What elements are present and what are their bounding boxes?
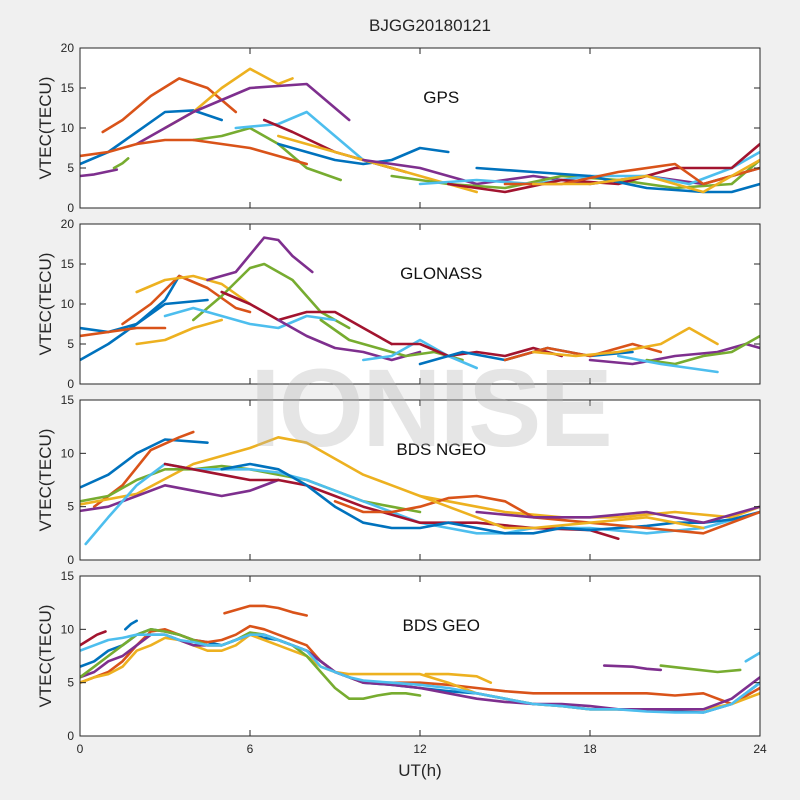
y-axis-label: VTEC(TECU) — [36, 605, 55, 708]
series-line — [80, 633, 760, 714]
y-axis-label: VTEC(TECU) — [36, 429, 55, 532]
series-line — [390, 342, 563, 358]
y-tick-label: 10 — [61, 446, 75, 460]
series-line — [333, 494, 760, 535]
series-line — [80, 436, 760, 519]
x-tick-label: 24 — [753, 742, 767, 756]
panel-label: BDS NGEO — [396, 440, 486, 459]
series-line — [80, 326, 167, 338]
panel-label: GPS — [423, 88, 459, 107]
series-line — [135, 82, 351, 146]
series-line — [124, 619, 138, 631]
y-tick-label: 15 — [61, 569, 75, 583]
plot-area — [80, 400, 760, 560]
series-line — [475, 505, 760, 524]
series-line — [80, 438, 209, 489]
y-tick-label: 10 — [61, 121, 75, 135]
panel-2: 0 5 10 15 20 VTEC(TECU) GLONASS — [36, 217, 761, 391]
series-line — [447, 142, 760, 194]
panel-3: 0 5 10 15 VTEC(TECU) BDS NGEO — [36, 393, 761, 567]
y-tick-label: 20 — [61, 217, 75, 231]
series-line — [418, 494, 705, 530]
x-tick-label: 12 — [413, 742, 427, 756]
series-line — [602, 664, 663, 672]
y-tick-label: 0 — [67, 377, 74, 391]
y-tick-label: 5 — [67, 676, 74, 690]
series-line — [744, 651, 760, 663]
series-line — [475, 166, 760, 194]
plot-area — [80, 224, 760, 384]
series-line — [659, 664, 742, 674]
series-line — [80, 138, 308, 166]
panels: 0 5 10 15 20 VTEC(TECU) GPS 0 5 10 15 20 VTEC(TECU) G… — [36, 41, 767, 780]
series-line — [80, 478, 280, 513]
y-tick-label: 10 — [61, 622, 75, 636]
series-line — [135, 318, 223, 346]
series-line — [532, 158, 760, 194]
series-line — [163, 306, 337, 330]
series-line — [206, 236, 314, 282]
y-tick-label: 15 — [61, 393, 75, 407]
series-line — [112, 157, 130, 170]
series-line — [80, 168, 119, 178]
series-line — [223, 604, 308, 617]
series-group — [80, 67, 760, 194]
series-line — [101, 77, 238, 134]
series-group — [80, 430, 760, 546]
series-line — [80, 630, 107, 647]
y-tick-label: 5 — [67, 337, 74, 351]
y-tick-label: 15 — [61, 257, 75, 271]
figure-title: BJGG20180121 — [369, 16, 491, 35]
panel-label: GLONASS — [400, 264, 482, 283]
y-tick-label: 10 — [61, 297, 75, 311]
series-line — [121, 274, 252, 326]
panel-4: 0 5 10 15 0 6 12 18 24 UT(h) VTEC(TECU) BDS GEO — [36, 569, 767, 780]
series-line — [418, 150, 760, 186]
series-line — [588, 342, 760, 366]
y-tick-label: 0 — [67, 201, 74, 215]
series-line — [80, 298, 209, 362]
series-line — [277, 142, 450, 166]
series-line — [135, 274, 252, 306]
series-line — [277, 318, 422, 362]
y-tick-label: 20 — [61, 41, 75, 55]
series-line — [80, 109, 223, 166]
plot-area — [80, 48, 760, 208]
y-tick-label: 5 — [67, 161, 74, 175]
series-line — [617, 354, 719, 374]
series-line — [220, 462, 760, 535]
panel-label: BDS GEO — [403, 616, 480, 635]
x-tick-label: 0 — [77, 742, 84, 756]
series-group — [80, 604, 760, 714]
series-group — [80, 236, 760, 374]
y-tick-label: 5 — [67, 500, 74, 514]
x-tick-label: 6 — [247, 742, 254, 756]
panel-1: 0 5 10 15 20 VTEC(TECU) GPS — [36, 41, 761, 215]
series-line — [645, 334, 760, 366]
series-line — [532, 326, 719, 358]
y-axis-label: VTEC(TECU) — [36, 77, 55, 180]
y-tick-label: 0 — [67, 729, 74, 743]
series-line — [192, 126, 342, 182]
x-tick-label: 18 — [583, 742, 597, 756]
y-tick-label: 0 — [67, 553, 74, 567]
y-axis-label: VTEC(TECU) — [36, 253, 55, 356]
series-line — [362, 338, 478, 370]
x-axis-label: UT(h) — [398, 761, 441, 780]
series-line — [220, 290, 393, 346]
series-line — [424, 672, 493, 684]
y-tick-label: 15 — [61, 81, 75, 95]
